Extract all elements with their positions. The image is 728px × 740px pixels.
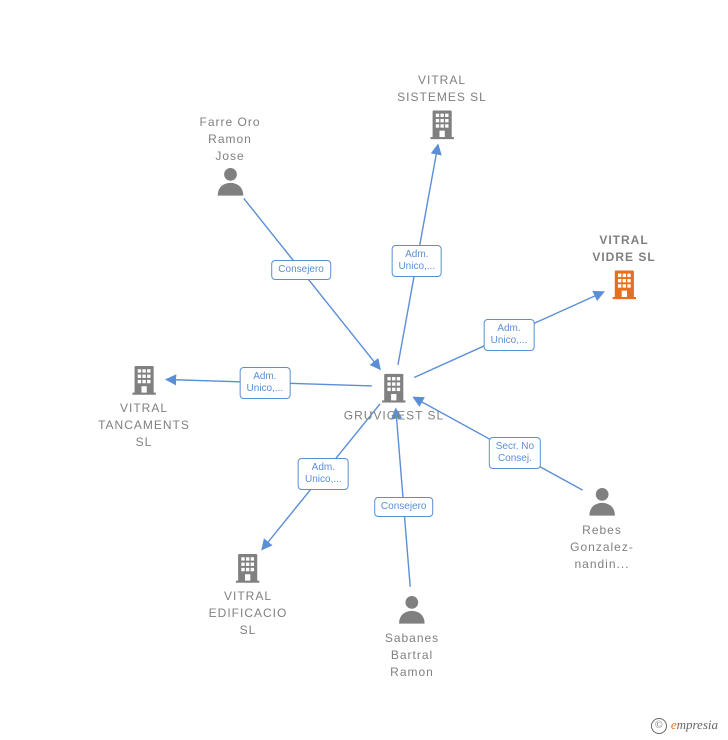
edge-label: Adm.Unico,... [298,458,349,490]
node-label: VITRALTANCAMENTSSL [98,400,190,450]
edge [166,379,372,385]
person-icon [395,592,429,626]
edge-label: Adm.Unico,... [391,245,442,277]
node-edificacio[interactable]: VITRALEDIFICACIOSL [209,550,288,638]
edge-label: Adm.Unico,... [484,319,535,351]
node-rebes[interactable]: RebesGonzalez-nandin... [570,484,634,572]
edge-label: Consejero [271,260,331,280]
node-farre[interactable]: Farre OroRamonJose [199,114,260,202]
diagram-canvas: GRUVIGEST SL Farre OroRamonJose VITRALSIS… [0,0,728,740]
edge-label: Consejero [374,497,434,517]
edge-label: Secr. NoConsej. [489,437,541,469]
edge [414,292,604,378]
company-icon [607,266,641,300]
person-icon [213,164,247,198]
company-icon [231,550,265,584]
company-icon [425,106,459,140]
edge-label: Adm.Unico,... [240,367,291,399]
node-label: RebesGonzalez-nandin... [570,522,634,572]
edge [396,409,410,587]
watermark-brand: empresia [671,717,718,732]
person-icon [585,484,619,518]
copyright-icon: © [651,718,667,734]
node-center[interactable]: GRUVIGEST SL [344,370,444,425]
node-label: VITRALVIDRE SL [592,232,655,266]
edge [244,198,380,369]
node-label: Farre OroRamonJose [199,114,260,164]
node-label: SabanesBartralRamon [385,630,439,680]
node-label: VITRALSISTEMES SL [397,72,487,106]
company-icon [377,370,411,404]
node-tancaments[interactable]: VITRALTANCAMENTSSL [98,362,190,450]
node-sistemes[interactable]: VITRALSISTEMES SL [397,72,487,144]
node-label: VITRALEDIFICACIOSL [209,588,288,638]
company-icon [127,362,161,396]
edge [398,145,438,365]
edge [262,404,380,550]
node-label: GRUVIGEST SL [344,408,444,425]
node-sabanes[interactable]: SabanesBartralRamon [385,592,439,680]
watermark: © empresia [651,717,718,734]
node-vidre[interactable]: VITRALVIDRE SL [592,232,655,304]
